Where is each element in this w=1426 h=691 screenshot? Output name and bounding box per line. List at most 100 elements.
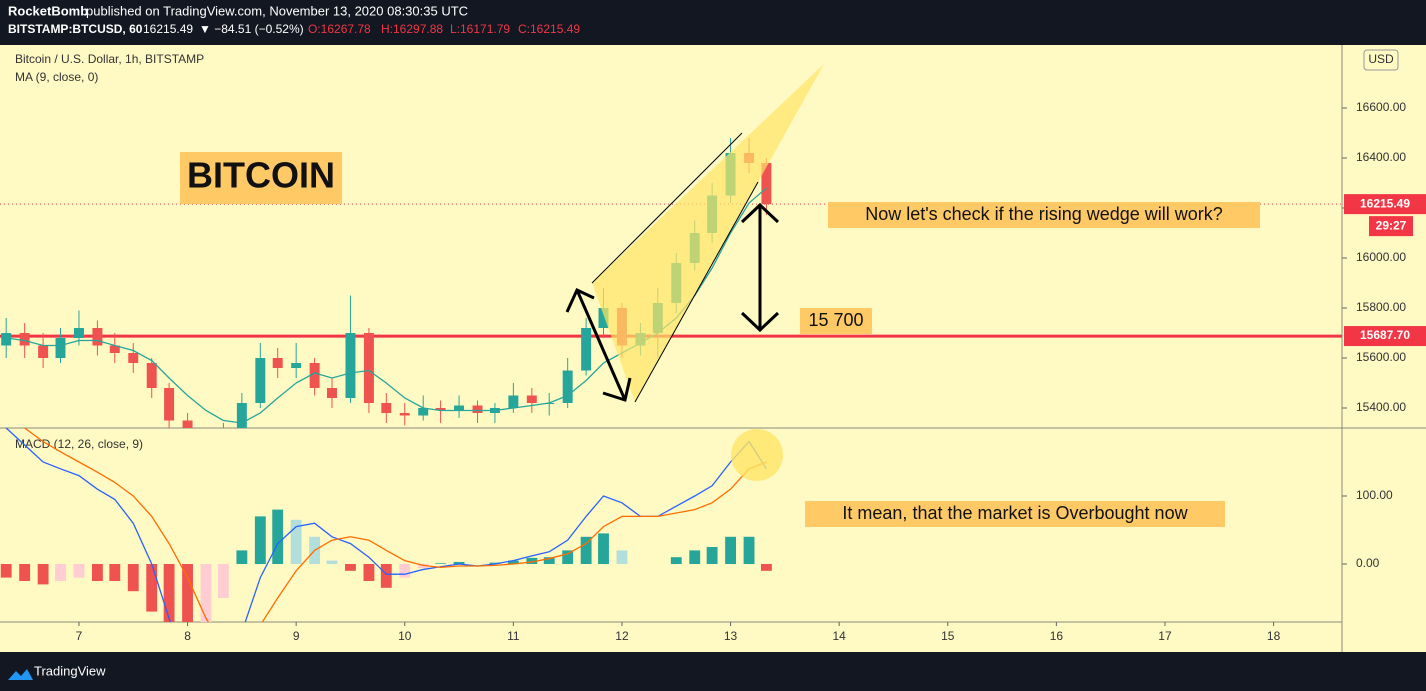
macd-histogram-bar	[670, 557, 682, 564]
macd-label: MACD (12, 26, close, 9)	[15, 437, 143, 451]
macd-histogram-bar	[598, 533, 609, 564]
macd-histogram-bar	[272, 509, 284, 564]
macd-histogram-bar	[689, 550, 701, 564]
macd-histogram-bar	[616, 550, 628, 564]
candle-body	[363, 333, 374, 403]
macd-histogram-bar	[236, 550, 248, 564]
macd-histogram-bar	[507, 560, 519, 564]
wedge-note: Now let's check if the rising wedge will…	[865, 204, 1223, 224]
candle-body	[309, 363, 320, 388]
macd-histogram-bar	[200, 563, 212, 622]
low: L:16171.79	[450, 22, 510, 36]
macd-histogram-bar	[146, 563, 158, 612]
x-tick-label: 11	[507, 629, 520, 643]
macd-histogram-bar	[0, 563, 12, 578]
x-tick-label: 10	[398, 629, 412, 643]
macd-histogram-bar	[743, 536, 755, 564]
y-tick-label: 16600.00	[1356, 100, 1406, 114]
footer-bar	[0, 652, 1426, 691]
arrow-target	[740, 202, 780, 333]
wedge-lower	[634, 181, 759, 403]
wedge-upper	[591, 132, 743, 284]
x-tick-label: 8	[184, 629, 191, 643]
y-tick-label: 15800.00	[1356, 300, 1406, 314]
candle-body	[146, 363, 157, 388]
candle-body	[508, 395, 519, 408]
candle-body	[399, 413, 410, 416]
level-label-box	[1344, 326, 1426, 347]
currency-box[interactable]	[1363, 49, 1399, 71]
macd-histogram-bar	[543, 557, 555, 564]
last-price-box	[1344, 194, 1426, 215]
x-tick-label: 7	[76, 629, 83, 643]
macd-histogram-bar	[182, 563, 193, 622]
signal-line	[23, 428, 767, 622]
macd-histogram-bar	[55, 563, 66, 581]
candle-body	[291, 363, 302, 368]
macd-y-tick-label: 100.00	[1356, 488, 1393, 502]
macd-histogram-bar	[290, 519, 302, 564]
macd-histogram-bar	[109, 563, 121, 581]
macd-histogram-bar	[19, 563, 31, 581]
macd-histogram-bar	[562, 550, 574, 564]
chart-title: Bitcoin / U.S. Dollar, 1h, BITSTAMP	[15, 52, 204, 66]
wedge-note-box	[828, 202, 1260, 228]
wedge-fill	[592, 64, 824, 402]
macd-histogram-bar	[345, 563, 356, 571]
candle-body	[73, 328, 84, 338]
candle-body	[92, 328, 103, 346]
logo	[8, 669, 33, 680]
candle-body	[418, 408, 429, 416]
macd-histogram-bar	[725, 536, 736, 564]
overbought-box	[805, 501, 1225, 527]
level-note: 15 700	[808, 310, 863, 330]
x-tick-label: 18	[1267, 629, 1281, 643]
last-price-label: 16215.49	[1360, 196, 1410, 210]
candle-body	[327, 388, 337, 398]
level-label: 15687.70	[1360, 328, 1410, 342]
macd-histogram-bar	[163, 563, 175, 622]
candle-body	[182, 420, 193, 428]
countdown: 29:27	[1376, 218, 1407, 232]
y-tick-label: 16000.00	[1356, 250, 1406, 264]
candle-body	[761, 163, 772, 205]
overbought-note: It mean, that the market is Overbought n…	[842, 503, 1188, 523]
open: O:16267.78	[308, 22, 371, 36]
ma-label: MA (9, close, 0)	[15, 70, 98, 84]
candle-body	[454, 405, 465, 411]
bitcoin-label: BITCOIN	[187, 155, 335, 196]
candle-body	[598, 308, 609, 328]
publisher: RocketBomb	[8, 3, 88, 18]
x-tick-label: 12	[615, 629, 629, 643]
macd-histogram-bar	[363, 563, 375, 581]
macd-histogram-bar	[580, 536, 592, 564]
symbol: BITSTAMP:BTCUSD, 60	[8, 22, 143, 36]
candle-body	[255, 358, 266, 403]
x-tick-label: 13	[724, 629, 738, 643]
candle-body	[272, 358, 283, 368]
y-tick-label: 15400.00	[1356, 400, 1406, 414]
drawings	[565, 64, 824, 481]
candle-body	[381, 403, 392, 413]
macd-histogram-bar	[435, 563, 447, 564]
candle-body	[55, 338, 66, 358]
candle-body	[435, 408, 446, 411]
brand: TradingView	[34, 663, 106, 678]
candle-body	[472, 405, 483, 413]
candle-body	[19, 333, 30, 346]
macd-histogram-bar	[254, 516, 266, 564]
macd-histogram-bar	[417, 563, 429, 569]
macd-histogram-bar	[380, 563, 392, 588]
macd-histogram-bar	[489, 562, 501, 564]
macd-histogram-bar	[91, 563, 103, 581]
macd-histogram-bar	[706, 546, 718, 564]
currency[interactable]: USD	[1368, 52, 1394, 66]
countdown-box	[1369, 216, 1413, 237]
macd-histogram-bar	[760, 563, 772, 571]
x-tick-label: 14	[832, 629, 846, 643]
change: ▼ −84.51 (−0.52%)	[199, 22, 304, 36]
macd-histogram-bar	[37, 563, 49, 585]
published-info: published on TradingView.com, November 1…	[86, 3, 468, 18]
